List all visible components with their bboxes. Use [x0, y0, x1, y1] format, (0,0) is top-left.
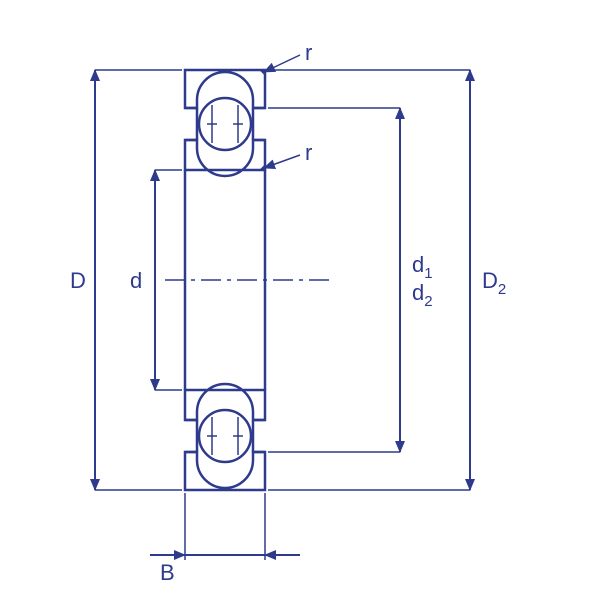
bearing-diagram: D d d1 d2 D2 B	[0, 0, 600, 600]
label-d2: d	[412, 280, 424, 305]
leader-r-outer: r	[264, 40, 312, 72]
label-D2: D	[482, 268, 498, 293]
dimension-B: B	[150, 493, 300, 585]
lower-section	[185, 384, 265, 490]
svg-text:d2: d2	[412, 280, 433, 310]
label-d: d	[130, 268, 142, 293]
label-r-outer: r	[305, 40, 312, 65]
dimension-D2: D2	[268, 70, 506, 490]
label-d1: d	[412, 252, 424, 277]
svg-text:D2: D2	[482, 268, 506, 298]
label-B: B	[160, 560, 175, 585]
upper-section	[185, 70, 265, 176]
label-r-inner: r	[305, 140, 312, 165]
label-D: D	[70, 268, 86, 293]
svg-text:d1: d1	[412, 252, 433, 282]
leader-r-inner: r	[264, 140, 312, 168]
